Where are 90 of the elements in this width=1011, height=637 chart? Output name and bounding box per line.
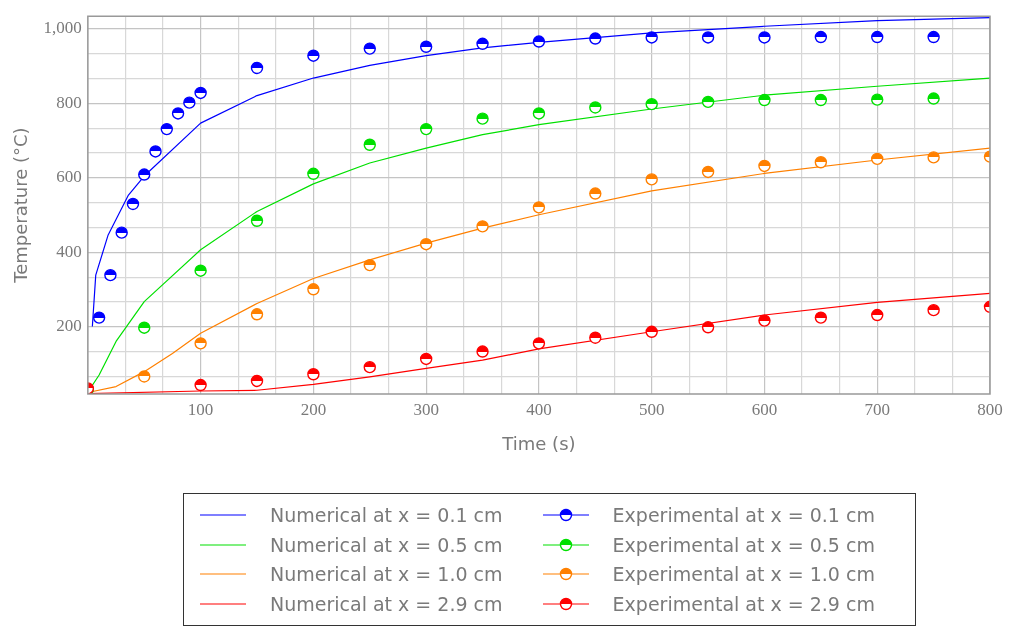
y-tick-label: 600 bbox=[56, 167, 82, 187]
point bbox=[183, 96, 196, 109]
point bbox=[363, 258, 376, 272]
point bbox=[307, 49, 320, 62]
point bbox=[701, 321, 715, 334]
point bbox=[758, 93, 771, 107]
legend-label: Experimental at x = 1.0 cm bbox=[612, 563, 875, 586]
point bbox=[476, 112, 489, 125]
x-tick-label: 800 bbox=[977, 399, 1003, 419]
point bbox=[92, 311, 106, 324]
point bbox=[138, 321, 151, 334]
point bbox=[149, 145, 162, 158]
point bbox=[307, 167, 320, 180]
point bbox=[701, 31, 715, 44]
legend-label: Numerical at x = 1.0 cm bbox=[270, 563, 503, 586]
point bbox=[250, 214, 264, 227]
point bbox=[589, 32, 602, 45]
point bbox=[160, 122, 173, 136]
point bbox=[758, 314, 771, 327]
point bbox=[645, 31, 658, 44]
point bbox=[701, 165, 715, 179]
y-tick-label: 400 bbox=[56, 241, 82, 261]
point bbox=[250, 374, 264, 388]
point bbox=[814, 30, 828, 44]
point bbox=[871, 93, 884, 106]
point bbox=[645, 173, 658, 186]
point bbox=[104, 268, 117, 282]
x-tick-label: 500 bbox=[638, 399, 665, 419]
point bbox=[419, 238, 433, 251]
legend-label: Experimental at x = 0.5 cm bbox=[612, 533, 875, 556]
point bbox=[927, 92, 940, 105]
x-tick-label: 400 bbox=[526, 399, 552, 419]
x-tick-label: 700 bbox=[864, 399, 890, 419]
point bbox=[476, 37, 489, 50]
point bbox=[589, 331, 602, 344]
point bbox=[927, 151, 940, 164]
point bbox=[871, 30, 884, 44]
x-tick-label: 600 bbox=[751, 399, 778, 419]
legend-label: Experimental at x = 0.1 cm bbox=[612, 503, 875, 526]
point bbox=[138, 370, 151, 383]
y-tick-label: 800 bbox=[56, 92, 82, 112]
legend-label: Numerical at x = 2.9 cm bbox=[270, 593, 503, 616]
x-tick-label: 100 bbox=[187, 399, 214, 419]
point bbox=[419, 122, 433, 136]
point bbox=[363, 42, 376, 55]
point bbox=[250, 308, 264, 321]
point bbox=[126, 197, 140, 211]
point bbox=[645, 97, 658, 111]
x-tick-label: 300 bbox=[413, 399, 439, 419]
point bbox=[532, 107, 546, 120]
legend-label: Numerical at x = 0.1 cm bbox=[270, 503, 503, 526]
point bbox=[758, 159, 771, 173]
point bbox=[171, 107, 185, 120]
y-axis-title: Temperature (°C) bbox=[10, 127, 32, 284]
point bbox=[307, 368, 320, 381]
point bbox=[532, 35, 546, 48]
point bbox=[138, 168, 151, 181]
x-axis-title: Time (s) bbox=[501, 432, 576, 454]
point bbox=[758, 31, 771, 44]
point bbox=[307, 283, 320, 296]
point bbox=[194, 337, 207, 350]
legend-label: Numerical at x = 0.5 cm bbox=[270, 533, 503, 556]
y-tick-label: 1,000 bbox=[43, 18, 82, 38]
point bbox=[194, 378, 207, 392]
point bbox=[250, 61, 264, 75]
point bbox=[532, 201, 546, 214]
point bbox=[115, 226, 128, 239]
point bbox=[419, 40, 433, 53]
x-tick-label: 200 bbox=[300, 399, 327, 419]
point bbox=[814, 156, 828, 169]
point bbox=[814, 311, 828, 324]
point bbox=[927, 30, 940, 44]
point bbox=[701, 95, 715, 109]
point bbox=[476, 220, 489, 233]
point bbox=[194, 264, 207, 277]
point bbox=[419, 352, 433, 366]
point bbox=[476, 345, 489, 358]
point bbox=[363, 138, 376, 151]
legend-label: Experimental at x = 2.9 cm bbox=[612, 593, 875, 616]
point bbox=[871, 308, 884, 322]
point bbox=[927, 303, 940, 317]
point bbox=[363, 360, 376, 374]
point bbox=[194, 86, 207, 100]
point bbox=[589, 101, 602, 114]
point bbox=[814, 93, 828, 107]
y-tick-label: 200 bbox=[56, 316, 82, 336]
point bbox=[589, 187, 602, 200]
point bbox=[532, 337, 546, 350]
point bbox=[645, 325, 658, 338]
point bbox=[871, 152, 884, 166]
